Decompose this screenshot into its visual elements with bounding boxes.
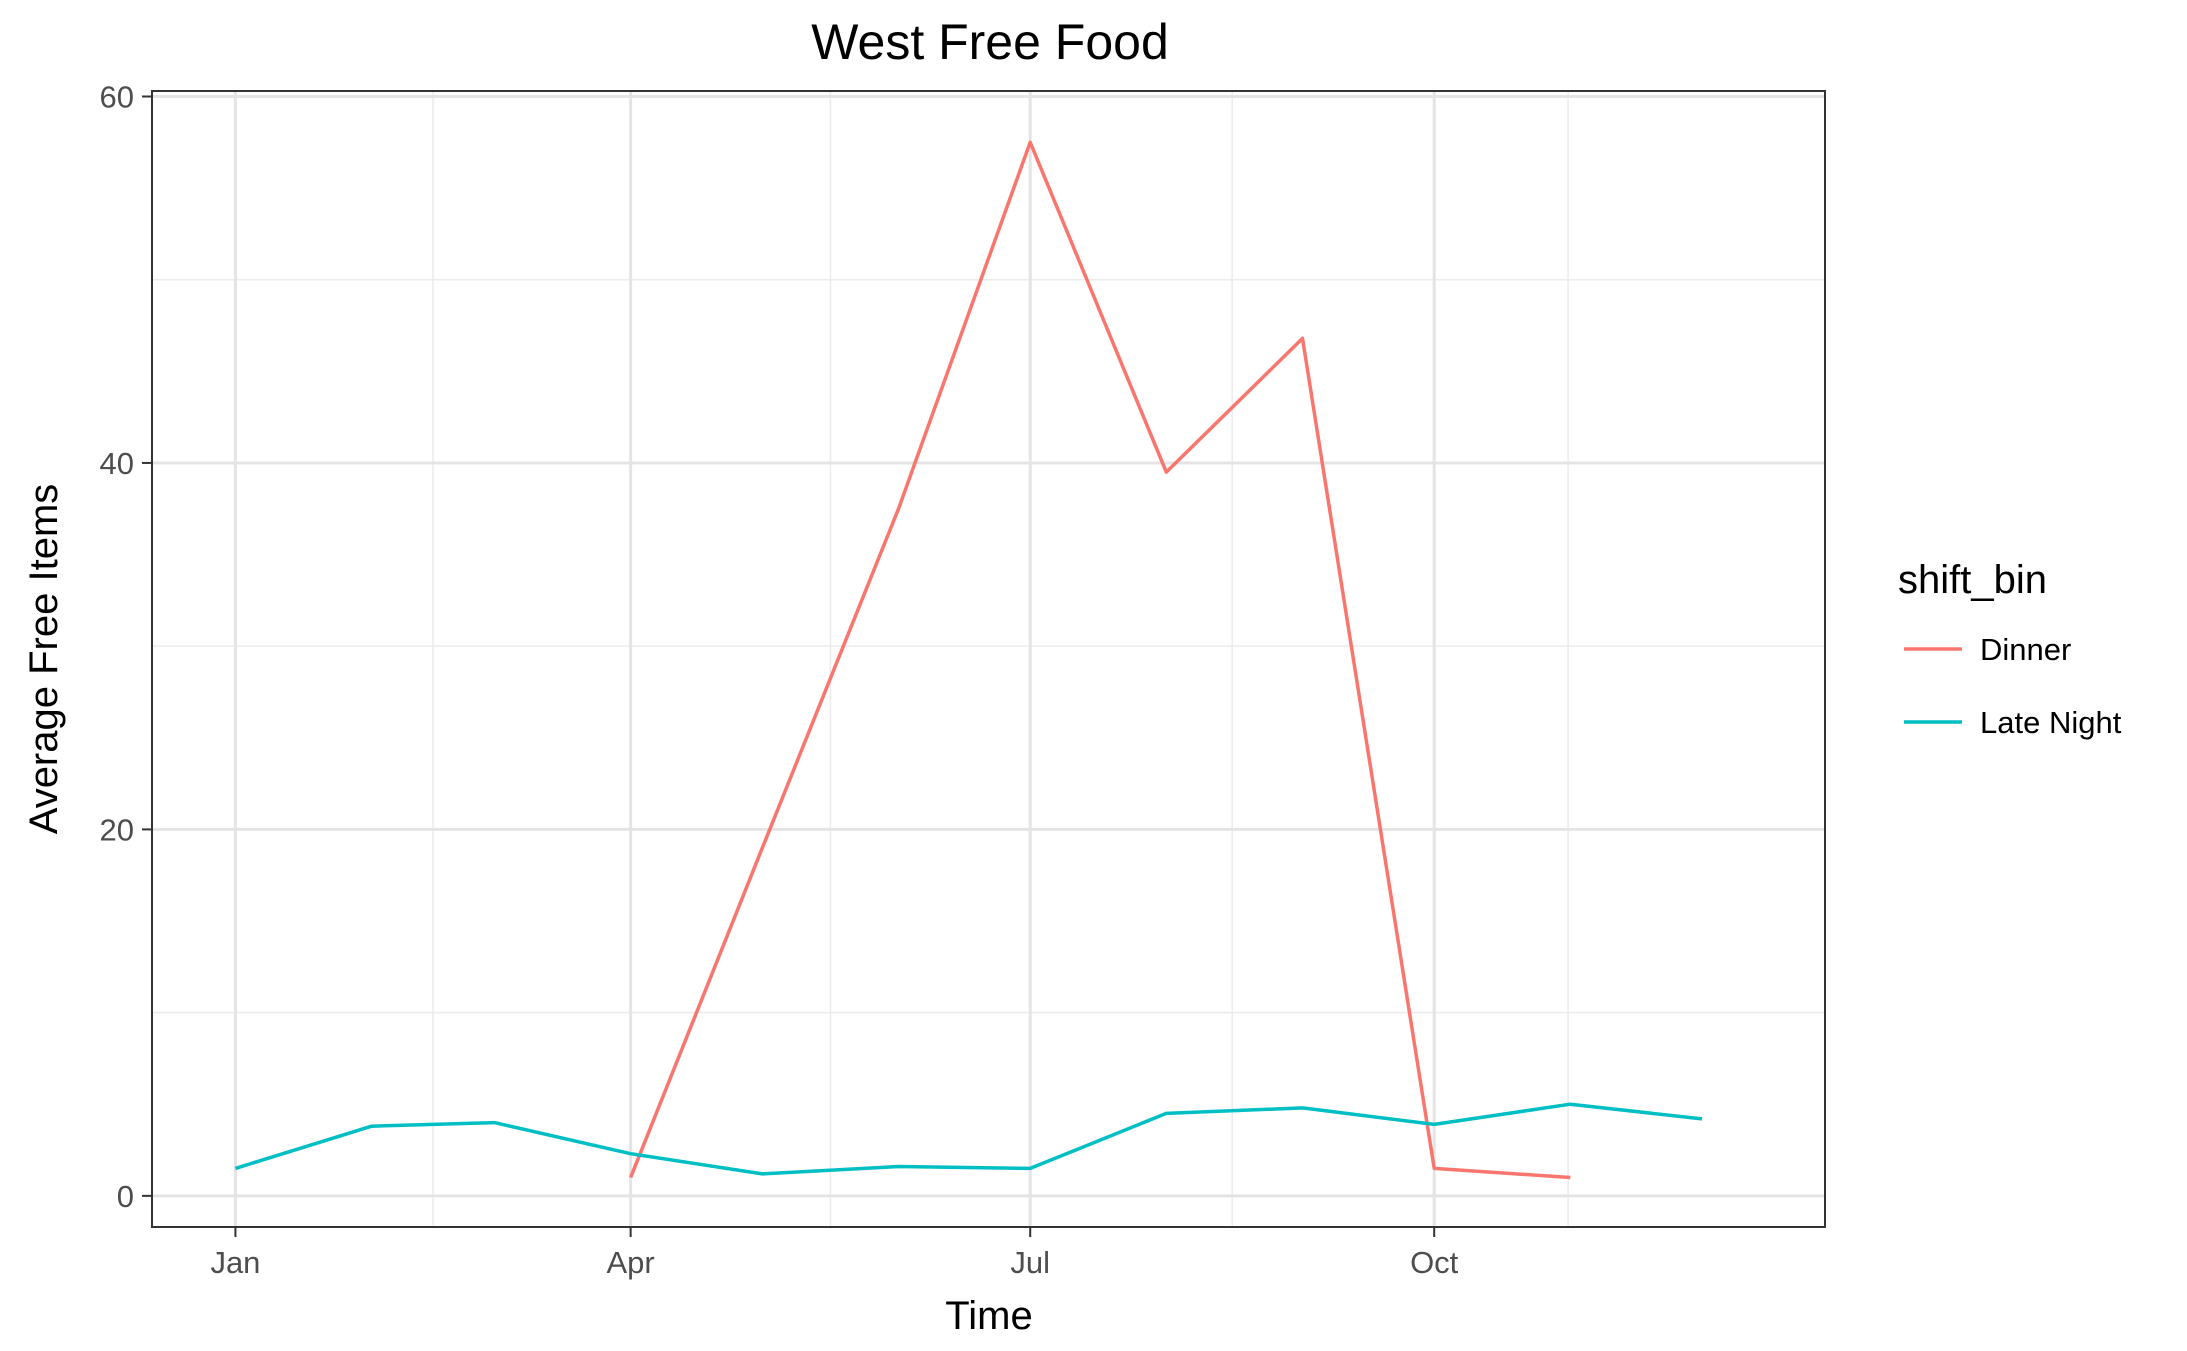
y-tick-label: 20 <box>100 812 134 847</box>
y-tick-label: 60 <box>100 79 134 114</box>
legend-label: Late Night <box>1980 705 2122 740</box>
legend-item-dinner: Dinner <box>1904 632 2071 667</box>
y-tick-label: 0 <box>117 1179 134 1214</box>
x-tick-label: Jan <box>210 1245 260 1280</box>
legend-item-late-night: Late Night <box>1904 705 2122 740</box>
series-line-late-night <box>234 1102 1703 1176</box>
y-axis-title: Average Free Items <box>22 484 66 835</box>
x-tick-label: Jul <box>1010 1245 1050 1280</box>
gridlines <box>152 91 1825 1227</box>
legend-label: Dinner <box>1980 632 2071 667</box>
y-tick-label: 40 <box>100 446 134 481</box>
legend-items: Dinner Late Night <box>1904 632 2122 740</box>
x-axis-title: Time <box>945 1294 1032 1338</box>
chart-title: West Free Food <box>811 14 1169 70</box>
series-line-dinner <box>628 140 1571 1180</box>
series-layer <box>234 140 1703 1180</box>
legend-title: shift_bin <box>1898 558 2047 602</box>
legend: shift_bin Dinner Late Night <box>1898 558 2122 740</box>
panel-border <box>151 90 1826 1228</box>
x-tick-label: Apr <box>607 1245 655 1280</box>
y-axis: 0 20 40 60 <box>100 79 152 1214</box>
x-axis: Jan Apr Jul Oct <box>210 1227 1459 1280</box>
x-tick-label: Oct <box>1410 1245 1459 1280</box>
